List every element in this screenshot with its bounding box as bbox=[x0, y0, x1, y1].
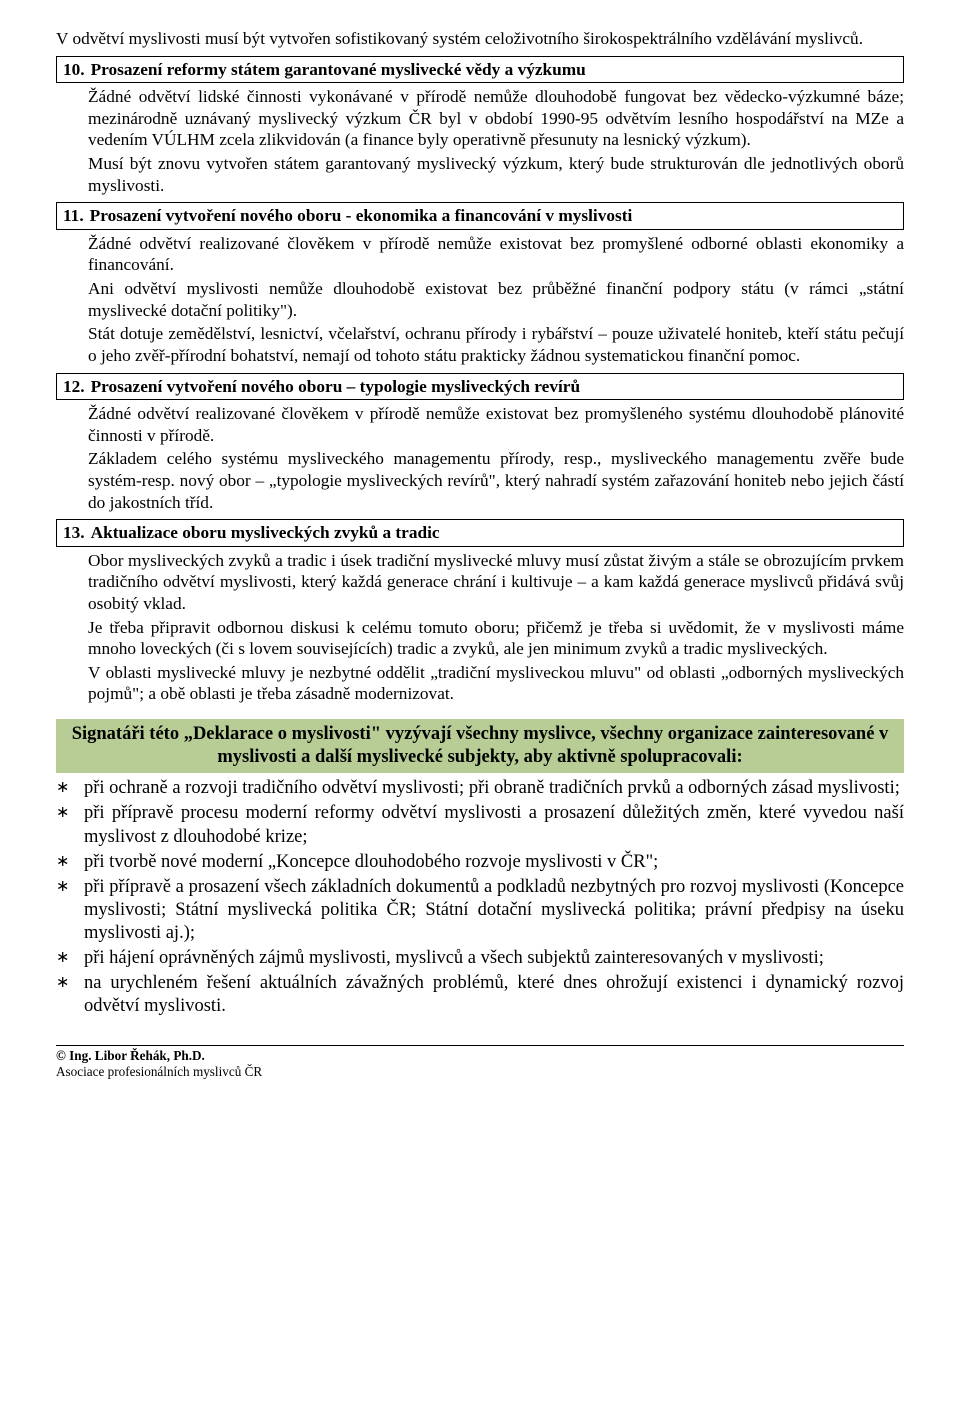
bullet-text: na urychleném řešení aktuálních závažnýc… bbox=[84, 972, 904, 1018]
section-paragraph: V oblasti myslivecké mluvy je nezbytné o… bbox=[88, 662, 904, 705]
bullet-marker-icon: ∗ bbox=[56, 876, 84, 945]
footer-author: © Ing. Libor Řehák, Ph.D. bbox=[56, 1048, 904, 1065]
section-body: Žádné odvětví lidské činnosti vykonávané… bbox=[56, 86, 904, 196]
sections-container: 10. Prosazení reformy státem garantované … bbox=[56, 56, 904, 705]
section-number: 13. bbox=[63, 522, 85, 544]
section: 11. Prosazení vytvoření nového oboru - ek… bbox=[56, 202, 904, 366]
footer: © Ing. Libor Řehák, Ph.D. Asociace profe… bbox=[56, 1048, 904, 1081]
section-body: Žádné odvětví realizované člověkem v pří… bbox=[56, 233, 904, 367]
section-heading: 10. Prosazení reformy státem garantované … bbox=[56, 56, 904, 84]
section-paragraph: Musí být znovu vytvořen státem garantova… bbox=[88, 153, 904, 196]
section-title: Prosazení reformy státem garantované mys… bbox=[91, 59, 897, 81]
list-item: ∗při přípravě a prosazení všech základní… bbox=[56, 876, 904, 945]
bullet-marker-icon: ∗ bbox=[56, 972, 84, 1018]
bullet-text: při hájení oprávněných zájmů myslivosti,… bbox=[84, 947, 904, 970]
section-paragraph: Ani odvětví myslivosti nemůže dlouhodobě… bbox=[88, 278, 904, 321]
intro-paragraph: V odvětví myslivosti musí být vytvořen s… bbox=[56, 28, 904, 50]
bullet-text: při přípravě a prosazení všech základníc… bbox=[84, 876, 904, 945]
bullet-text: při přípravě procesu moderní reformy odv… bbox=[84, 802, 904, 848]
callout-box: Signatáři této „Deklarace o myslivosti" … bbox=[56, 719, 904, 773]
footer-rule bbox=[56, 1045, 904, 1046]
footer-org: Asociace profesionálních myslivců ČR bbox=[56, 1064, 904, 1081]
section-paragraph: Žádné odvětví lidské činnosti vykonávané… bbox=[88, 86, 904, 151]
section-body: Žádné odvětví realizované člověkem v pří… bbox=[56, 403, 904, 513]
list-item: ∗na urychleném řešení aktuálních závažný… bbox=[56, 972, 904, 1018]
section-paragraph: Základem celého systému mysliveckého man… bbox=[88, 448, 904, 513]
section-paragraph: Žádné odvětví realizované člověkem v pří… bbox=[88, 233, 904, 276]
section-number: 11. bbox=[63, 205, 84, 227]
bullet-marker-icon: ∗ bbox=[56, 777, 84, 800]
bullet-text: při ochraně a rozvoji tradičního odvětví… bbox=[84, 777, 904, 800]
section-heading: 13. Aktualizace oboru mysliveckých zvyků … bbox=[56, 519, 904, 547]
section-number: 10. bbox=[63, 59, 85, 81]
section: 12. Prosazení vytvoření nového oboru – ty… bbox=[56, 373, 904, 514]
list-item: ∗při ochraně a rozvoji tradičního odvětv… bbox=[56, 777, 904, 800]
section-number: 12. bbox=[63, 376, 85, 398]
section-paragraph: Obor mysliveckých zvyků a tradic i úsek … bbox=[88, 550, 904, 615]
section-title: Prosazení vytvoření nového oboru – typol… bbox=[91, 376, 897, 398]
section-paragraph: Žádné odvětví realizované člověkem v pří… bbox=[88, 403, 904, 446]
bullet-marker-icon: ∗ bbox=[56, 947, 84, 970]
section-paragraph: Je třeba připravit odbornou diskusi k ce… bbox=[88, 617, 904, 660]
section-paragraph: Stát dotuje zemědělství, lesnictví, včel… bbox=[88, 323, 904, 366]
list-item: ∗při přípravě procesu moderní reformy od… bbox=[56, 802, 904, 848]
bullet-list: ∗při ochraně a rozvoji tradičního odvětv… bbox=[56, 777, 904, 1018]
list-item: ∗při hájení oprávněných zájmů myslivosti… bbox=[56, 947, 904, 970]
document-page: V odvětví myslivosti musí být vytvořen s… bbox=[0, 0, 960, 1105]
section-heading: 12. Prosazení vytvoření nového oboru – ty… bbox=[56, 373, 904, 401]
section: 13. Aktualizace oboru mysliveckých zvyků … bbox=[56, 519, 904, 705]
bullet-text: při tvorbě nové moderní „Koncepce dlouho… bbox=[84, 851, 904, 874]
section-title: Prosazení vytvoření nového oboru - ekono… bbox=[90, 205, 897, 227]
section-heading: 11. Prosazení vytvoření nového oboru - ek… bbox=[56, 202, 904, 230]
section-title: Aktualizace oboru mysliveckých zvyků a t… bbox=[91, 522, 897, 544]
section-body: Obor mysliveckých zvyků a tradic i úsek … bbox=[56, 550, 904, 705]
bullet-marker-icon: ∗ bbox=[56, 851, 84, 874]
bullet-marker-icon: ∗ bbox=[56, 802, 84, 848]
list-item: ∗při tvorbě nové moderní „Koncepce dlouh… bbox=[56, 851, 904, 874]
section: 10. Prosazení reformy státem garantované … bbox=[56, 56, 904, 197]
